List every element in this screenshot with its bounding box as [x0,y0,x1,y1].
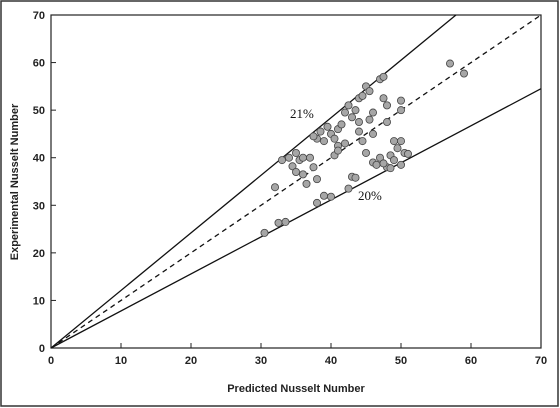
data-point [277,156,286,165]
x-tick-label: 0 [48,355,54,367]
data-point [396,96,405,105]
data-point [389,137,398,146]
data-point [365,87,374,96]
data-point [281,217,290,226]
data-point [291,148,300,157]
data-point [309,163,318,172]
annotation: 21% [290,106,314,121]
data-point [347,113,356,122]
data-point [361,148,370,157]
data-point [319,191,328,200]
data-point [393,144,402,153]
data-point [368,129,377,138]
data-point [330,134,339,143]
data-point [403,149,412,158]
x-axis-title: Predicted Nusselt Number [227,383,365,395]
data-point [305,153,314,162]
data-point [358,137,367,146]
data-point [365,115,374,124]
data-point [333,146,342,155]
data-point [340,139,349,148]
y-tick-label: 70 [33,10,45,22]
data-point [298,153,307,162]
data-point [379,94,388,103]
data-point [354,127,363,136]
data-point [309,132,318,141]
x-tick-label: 50 [395,355,407,367]
data-point [288,162,297,171]
data-point [372,160,381,169]
x-tick-label: 10 [115,355,127,367]
data-point [382,101,391,110]
data-point [323,122,332,131]
reference-line [50,14,457,349]
data-point [351,106,360,115]
x-tick-label: 40 [325,355,337,367]
data-point [337,120,346,129]
data-point [379,159,388,168]
y-tick-label: 40 [33,153,45,165]
data-point [358,91,367,100]
data-point [312,175,321,184]
x-tick-label: 70 [535,355,547,367]
data-point [298,170,307,179]
data-point [316,127,325,136]
data-point [368,108,377,117]
data-point [379,72,388,81]
y-tick-label: 30 [33,200,45,212]
reference-line [50,88,542,349]
data-point [302,179,311,188]
data-point [396,160,405,169]
data-point [270,183,279,192]
data-point [445,59,454,68]
x-tick-label: 20 [185,355,197,367]
data-point [382,118,391,127]
data-point [312,198,321,207]
data-point [386,164,395,173]
data-point [340,108,349,117]
data-point [459,69,468,78]
annotation: 20% [358,188,382,203]
data-point [344,101,353,110]
y-tick-label: 50 [33,105,45,117]
y-tick-label: 10 [33,295,45,307]
data-point [284,153,293,162]
data-point [319,137,328,146]
data-point [354,118,363,127]
x-tick-label: 30 [255,355,267,367]
y-axis-title: Experimental Nusselt Number [9,103,21,260]
data-point [326,192,335,201]
reference-line [50,14,542,349]
data-point [375,153,384,162]
y-tick-label: 20 [33,248,45,260]
data-point [274,218,283,227]
y-tick-label: 60 [33,58,45,70]
y-tick-label: 0 [39,343,45,355]
data-point [291,167,300,176]
plot-area [50,14,542,349]
data-point [351,173,360,182]
data-point [396,137,405,146]
data-point [396,106,405,115]
data-point [260,228,269,237]
data-point [344,184,353,193]
x-tick-label: 60 [465,355,477,367]
data-point [389,156,398,165]
